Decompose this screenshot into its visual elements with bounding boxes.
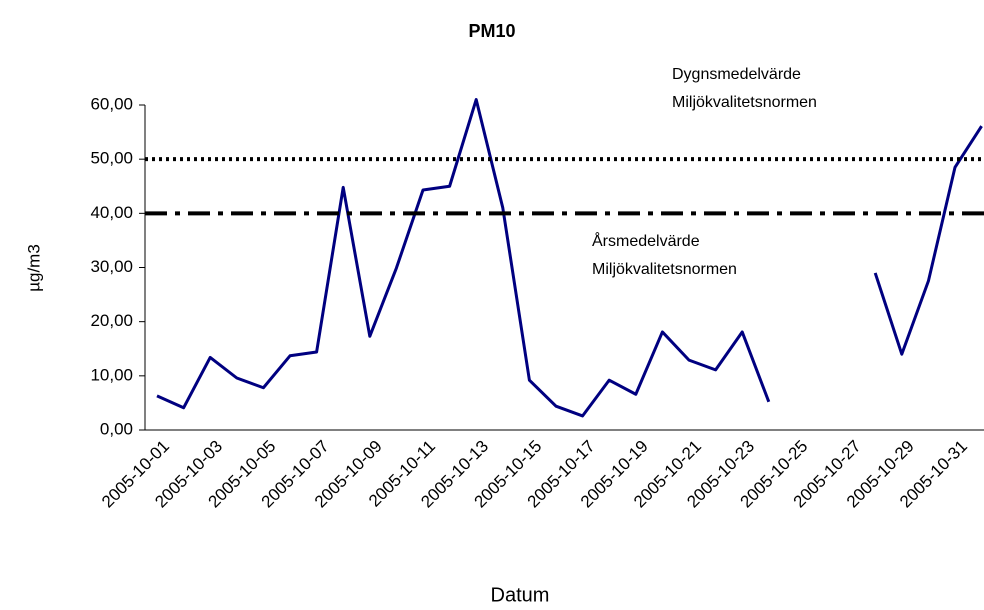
- plot-area: [156, 98, 983, 418]
- y-tick-label: 0,00: [100, 419, 133, 438]
- annotation: Miljökvalitetsnormen: [592, 261, 737, 278]
- y-tick-label: 60,00: [90, 94, 133, 113]
- y-tick-label: 30,00: [90, 257, 133, 276]
- y-tick-label: 10,00: [90, 365, 133, 384]
- annotation: Dygnsmedelvärde: [672, 66, 801, 83]
- data-line: [156, 98, 771, 418]
- annotation: Miljökvalitetsnormen: [672, 94, 817, 111]
- y-tick-label: 20,00: [90, 311, 133, 330]
- x-axis-label: Datum: [491, 584, 550, 606]
- annotation: Årsmedelvärde: [592, 231, 700, 250]
- chart-title: PM10: [468, 21, 515, 41]
- y-tick-label: 40,00: [90, 203, 133, 222]
- y-tick-label: 50,00: [90, 149, 133, 168]
- y-axis-label: µg/m3: [24, 244, 43, 292]
- data-line: [873, 125, 983, 356]
